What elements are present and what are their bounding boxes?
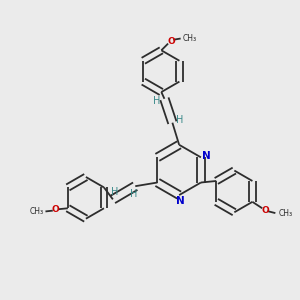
Text: N: N <box>176 196 185 206</box>
Text: CH₃: CH₃ <box>29 207 43 216</box>
Text: H: H <box>130 189 137 199</box>
Text: H: H <box>176 115 184 125</box>
Text: O: O <box>167 37 175 46</box>
Text: O: O <box>261 206 269 215</box>
Text: H: H <box>111 187 118 197</box>
Text: N: N <box>202 151 211 161</box>
Text: O: O <box>51 205 59 214</box>
Text: H: H <box>153 96 160 106</box>
Text: CH₃: CH₃ <box>183 34 197 43</box>
Text: CH₃: CH₃ <box>278 209 292 218</box>
